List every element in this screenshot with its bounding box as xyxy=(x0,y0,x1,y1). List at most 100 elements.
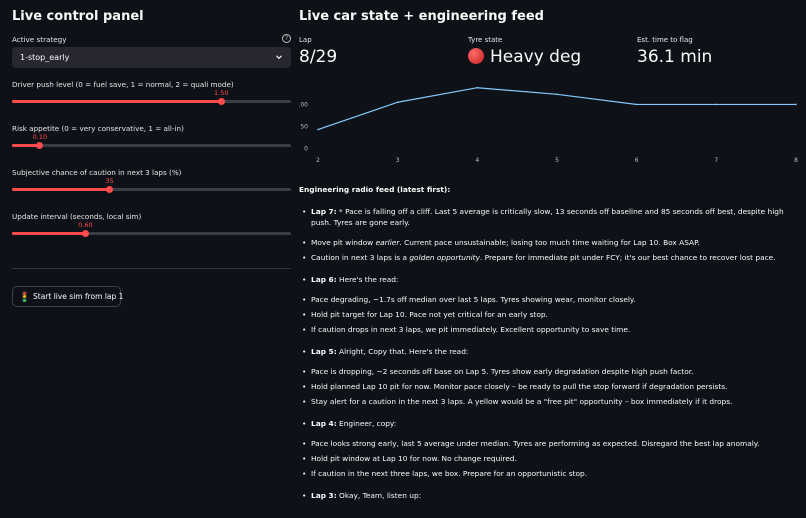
feed-lap-intro: * Pace is falling off a cliff. Last 5 av… xyxy=(311,207,784,227)
feed-lap-block: Lap 4: Engineer, copy: Pace looks strong … xyxy=(299,418,799,479)
slider-value: 1.50 xyxy=(214,89,229,97)
feed-item-text: Caution in next 3 laps is a xyxy=(311,253,410,262)
start-live-sim-label: Start live sim from lap 1 xyxy=(33,292,124,301)
x-tick-label: 3 xyxy=(396,157,400,164)
slider-thumb[interactable] xyxy=(81,230,89,237)
caution-chance-slider[interactable]: 35 xyxy=(12,177,291,197)
engineering-feed: Engineering radio feed (latest first): L… xyxy=(299,184,799,510)
x-tick-label: 2 xyxy=(316,157,320,164)
feed-item-text: If caution in the next three laps, we bo… xyxy=(311,469,588,478)
feed-item-emphasis: golden opportunity xyxy=(409,253,480,262)
car-state-panel: Live car state + engineering feed Lap 8/… xyxy=(299,0,799,518)
x-tick-label: 6 xyxy=(635,157,639,164)
slider-value: 0.10 xyxy=(32,133,48,141)
feed-item-text: Pace is dropping, ~2 seconds off base on… xyxy=(311,367,694,376)
slider-fill xyxy=(12,232,86,235)
push-level-slider[interactable]: 1.50 xyxy=(12,89,291,109)
feed-lap-block: Lap 5: Alright, Copy that. Here's the re… xyxy=(299,346,799,407)
x-tick-label: 4 xyxy=(475,157,479,164)
y-tick-label: 0 xyxy=(304,146,308,153)
feed-item: Pace degrading, ~1.7s off median over la… xyxy=(302,294,799,305)
tyre-state-text: Heavy deg xyxy=(490,47,582,67)
pace-data-point xyxy=(476,86,479,89)
feed-item: Pace is dropping, ~2 seconds off base on… xyxy=(302,366,799,377)
feed-lap-number: Lap 7: xyxy=(311,207,337,216)
feed-item: Caution in next 3 laps is a golden oppor… xyxy=(302,252,799,263)
traffic-light-icon xyxy=(22,291,27,302)
feed-lap-header: Lap 4: Engineer, copy: xyxy=(302,418,799,429)
x-tick-label: 5 xyxy=(555,157,559,164)
feed-item-text: Pace degrading, ~1.7s off median over la… xyxy=(311,295,636,304)
feed-item-text: If caution drops in next 3 laps, we pit … xyxy=(311,325,631,334)
x-tick-label: 8 xyxy=(794,157,798,164)
slider-fill xyxy=(12,100,222,103)
slider-thumb[interactable] xyxy=(217,98,225,105)
pace-data-point xyxy=(795,103,797,106)
feed-item: Pace looks strong early, last 5 average … xyxy=(302,438,799,449)
feed-item: Stay alert for a caution in the next 3 l… xyxy=(302,396,799,407)
pace-data-point xyxy=(556,93,558,96)
slider-track xyxy=(12,188,291,191)
feed-item: Hold planned Lap 10 pit for now. Monitor… xyxy=(302,381,799,392)
control-panel-title: Live control panel xyxy=(12,9,144,24)
time-to-flag-label: Est. time to flag xyxy=(637,36,693,44)
caution-chance-label: Subjective chance of caution in next 3 l… xyxy=(12,168,182,177)
feed-heading: Engineering radio feed (latest first): xyxy=(299,185,451,194)
feed-item: If caution drops in next 3 laps, we pit … xyxy=(302,324,799,335)
slider-thumb[interactable] xyxy=(36,142,44,149)
slider-fill xyxy=(12,144,40,147)
risk-appetite-slider[interactable]: 0.10 xyxy=(12,133,291,153)
feed-lap-header: Lap 7: * Pace is falling off a cliff. La… xyxy=(302,206,799,228)
slider-track xyxy=(12,232,291,235)
feed-lap-header: Lap 5: Alright, Copy that. Here's the re… xyxy=(302,346,799,357)
feed-lap-block: Lap 6: Here's the read: Pace degrading, ~… xyxy=(299,274,799,335)
question-icon[interactable]: ? xyxy=(282,34,291,43)
feed-item-emphasis: earlier xyxy=(375,238,400,247)
pace-data-point xyxy=(396,101,399,104)
strategy-select[interactable]: 1-stop_early xyxy=(12,47,291,68)
update-interval-label: Update interval (seconds, local sim) xyxy=(12,212,142,221)
y-tick-label: 50 xyxy=(300,124,308,131)
feed-lap-header: Lap 3: Okay, Team, listen up: xyxy=(302,490,799,501)
y-tick-label: 100 xyxy=(299,102,308,109)
slider-track xyxy=(12,144,291,147)
car-state-title: Live car state + engineering feed xyxy=(299,9,544,24)
pace-line-chart: 0 50 100 2 3 4 5 6 7 8 xyxy=(299,86,798,164)
push-level-label: Driver push level (0 = fuel save, 1 = no… xyxy=(12,80,234,89)
feed-list: Lap 7: * Pace is falling off a cliff. La… xyxy=(299,206,799,501)
feed-item-text: Pace looks strong early, last 5 average … xyxy=(311,439,760,448)
risk-appetite-label: Risk appetite (0 = very conservative, 1 … xyxy=(12,124,184,133)
feed-item: Move pit window earlier. Current pace un… xyxy=(302,237,799,248)
feed-lap-number: Lap 6: xyxy=(311,275,337,284)
feed-lap-intro: Okay, Team, listen up: xyxy=(339,491,422,500)
pace-data-point xyxy=(715,103,718,106)
lap-metric-label: Lap xyxy=(299,36,312,44)
feed-lap-intro: Here's the read: xyxy=(339,275,399,284)
feed-item: Hold pit target for Lap 10. Pace not yet… xyxy=(302,309,799,320)
feed-lap-header: Lap 6: Here's the read: xyxy=(302,274,799,285)
control-panel: Live control panel Active strategy ? 1-s… xyxy=(12,0,291,518)
chevron-down-icon xyxy=(276,55,282,60)
slider-value: 35 xyxy=(105,177,114,185)
x-tick-label: 7 xyxy=(714,157,718,164)
feed-item-text: Hold pit target for Lap 10. Pace not yet… xyxy=(311,310,548,319)
pace-data-point xyxy=(635,103,638,106)
time-to-flag-value: 36.1 min xyxy=(637,47,713,67)
feed-item-text: Stay alert for a caution in the next 3 l… xyxy=(311,397,733,406)
lap-metric-value: 8/29 xyxy=(299,47,338,67)
pace-data-point xyxy=(317,128,319,131)
red-circle-icon xyxy=(468,48,484,64)
update-interval-slider[interactable]: 0.60 xyxy=(12,221,291,241)
tyre-state-value: Heavy deg xyxy=(468,47,581,67)
feed-lap-number: Lap 3: xyxy=(311,491,337,500)
divider xyxy=(12,268,291,269)
feed-item-text: Hold pit window at Lap 10 for now. No ch… xyxy=(311,454,517,463)
feed-lap-number: Lap 4: xyxy=(311,419,337,428)
slider-thumb[interactable] xyxy=(106,186,114,193)
feed-lap-intro: Engineer, copy: xyxy=(339,419,397,428)
start-live-sim-button[interactable]: Start live sim from lap 1 xyxy=(12,286,124,307)
feed-item: If caution in the next three laps, we bo… xyxy=(302,468,799,479)
strategy-label: Active strategy xyxy=(12,35,67,44)
feed-item-text: Move pit window xyxy=(311,238,376,247)
feed-item-text: . Current pace unsustainable; losing too… xyxy=(399,238,700,247)
